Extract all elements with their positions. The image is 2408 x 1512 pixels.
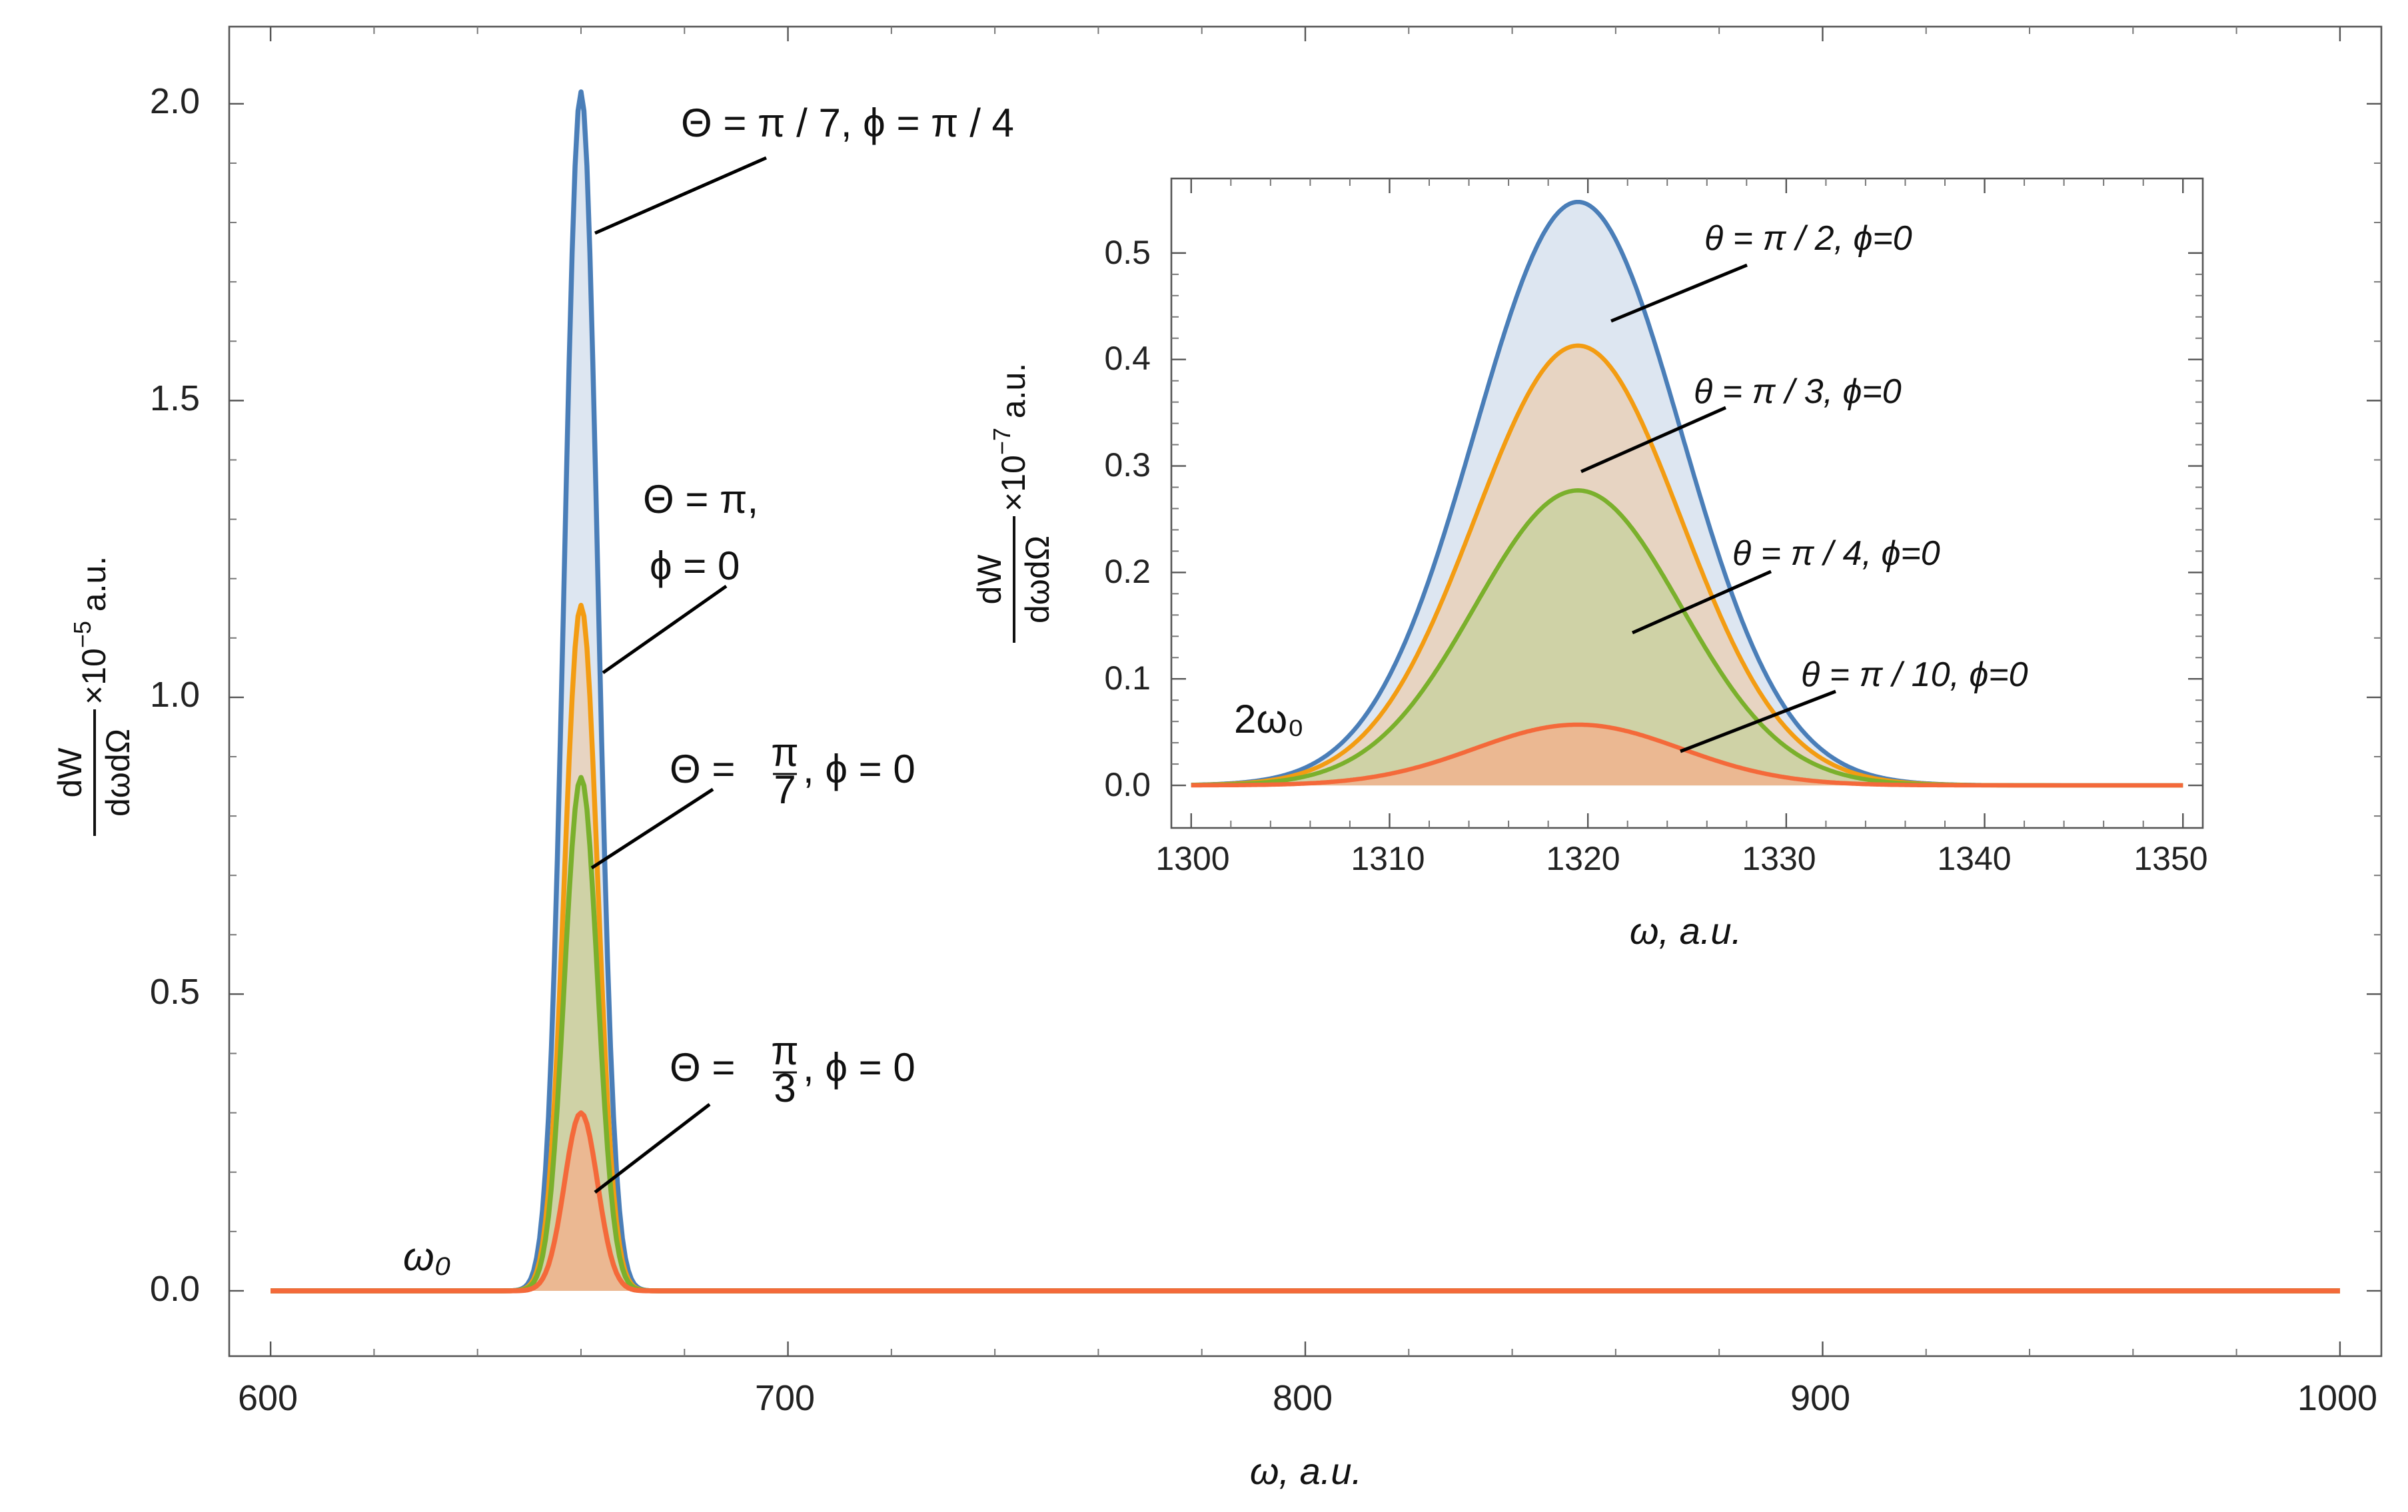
- inset-x-tick-label: 1350: [2133, 840, 2207, 877]
- inset-annotation-red: θ = π / 10, ϕ=0: [1801, 655, 2028, 694]
- main-y-tick-label: 1.5: [150, 378, 200, 418]
- annotation-green-suffix: , ϕ = 0: [803, 747, 915, 791]
- inset-plot: 1300 1310 1320 1330 1340 1350 0.0 0.1 0.…: [971, 177, 2208, 952]
- inset-plot-frame: [1170, 177, 2204, 829]
- main-y-units: ×10−5 a.u.: [69, 556, 113, 705]
- main-y-denominator: dωdΩ: [99, 729, 137, 817]
- inset-annotation-green: θ = π / 4, ϕ=0: [1732, 534, 1940, 573]
- main-y-tick-label: 0.0: [150, 1269, 200, 1309]
- main-y-numerator: dW: [51, 747, 89, 798]
- main-series-line-red: [271, 1110, 2340, 1294]
- inset-series-curves: [1190, 199, 2184, 788]
- inset-x-tick-label: 1310: [1351, 840, 1425, 877]
- inset-y-tick-label: 0.5: [1104, 234, 1151, 271]
- main-y-axis-title: dW dωdΩ ×10−5 a.u.: [51, 556, 137, 836]
- inset-x-tick-label: 1300: [1155, 840, 1229, 877]
- inset-annotation-blue: θ = π / 2, ϕ=0: [1704, 219, 1912, 258]
- main-area-red: [271, 1112, 2340, 1291]
- inset-y-numerator: dW: [971, 554, 1008, 605]
- inset-leader-orange: [1580, 406, 1727, 474]
- main-x-tick-label: 900: [1790, 1378, 1850, 1418]
- annotation-orange-line1: Θ = π,: [643, 477, 758, 522]
- main-series-curves: [271, 89, 2340, 1294]
- inset-x-tick-label: 1340: [1937, 840, 2011, 877]
- main-x-tick-label: 600: [238, 1378, 298, 1418]
- inset-y-units: ×10−7 a.u.: [988, 363, 1032, 512]
- main-peak-label: ω₀: [403, 1234, 451, 1279]
- annotation-red-den: 3: [774, 1066, 796, 1110]
- inset-y-axis-title: dW dωdΩ ×10−7 a.u.: [971, 363, 1056, 643]
- annotation-red-suffix: , ϕ = 0: [803, 1045, 915, 1090]
- annotation-red: Θ = π 3 , ϕ = 0: [670, 1028, 915, 1110]
- inset-area-fills: [1191, 202, 2183, 786]
- main-plot: 600 700 800 900 1000 0.0 0.5 1.0 1.5 2.0…: [51, 25, 2383, 1492]
- inset-area-green: [1191, 490, 2183, 786]
- annotation-green-prefix: Θ =: [670, 747, 735, 791]
- annotation-green: Θ = π 7 , ϕ = 0: [670, 730, 915, 812]
- inset-x-tick-label: 1330: [1742, 840, 1816, 877]
- inset-leader-red: [1680, 689, 1836, 753]
- annotation-blue: Θ = π / 7, ϕ = π / 4: [681, 101, 1014, 145]
- main-x-tick-label: 1000: [2297, 1378, 2377, 1418]
- inset-y-tick-label: 0.3: [1104, 446, 1151, 484]
- leader-line-green: [590, 787, 714, 870]
- annotation-red-prefix: Θ =: [670, 1045, 735, 1090]
- annotation-red-num: π: [771, 1028, 798, 1073]
- main-axis-ticks: [229, 27, 2381, 1356]
- annotation-green-den: 7: [774, 767, 796, 812]
- inset-annotation-orange: θ = π / 3, ϕ=0: [1694, 372, 1902, 411]
- inset-y-tick-label: 0.4: [1104, 340, 1151, 377]
- inset-x-tick-label: 1320: [1546, 840, 1620, 877]
- inset-y-denominator: dωdΩ: [1019, 536, 1056, 623]
- inset-leader-blue: [1610, 263, 1748, 323]
- inset-leader-green: [1631, 569, 1772, 635]
- inset-y-tick-label: 0.0: [1104, 766, 1151, 803]
- leader-line-orange: [602, 584, 728, 675]
- inset-area-red: [1191, 725, 2183, 786]
- inset-y-tick-label: 0.1: [1104, 659, 1151, 697]
- leader-line-blue: [594, 156, 768, 235]
- inset-y-tick-label: 0.2: [1104, 553, 1151, 590]
- main-x-axis-title: ω, a.u.: [1250, 1450, 1362, 1492]
- inset-peak-label: 2ω₀: [1234, 697, 1304, 741]
- main-y-tick-label: 1.0: [150, 675, 200, 715]
- main-y-tick-label: 0.5: [150, 972, 200, 1012]
- main-x-tick-label: 800: [1273, 1378, 1333, 1418]
- leader-line-red: [594, 1103, 711, 1194]
- annotation-orange-line2: ϕ = 0: [650, 544, 740, 588]
- inset-x-axis-title: ω, a.u.: [1630, 910, 1742, 952]
- annotation-green-num: π: [771, 730, 798, 775]
- main-x-tick-label: 700: [755, 1378, 815, 1418]
- main-y-tick-label: 2.0: [150, 81, 200, 121]
- inset-axis-ticks: [1171, 179, 2203, 828]
- inset-series-line-red: [1190, 722, 2184, 788]
